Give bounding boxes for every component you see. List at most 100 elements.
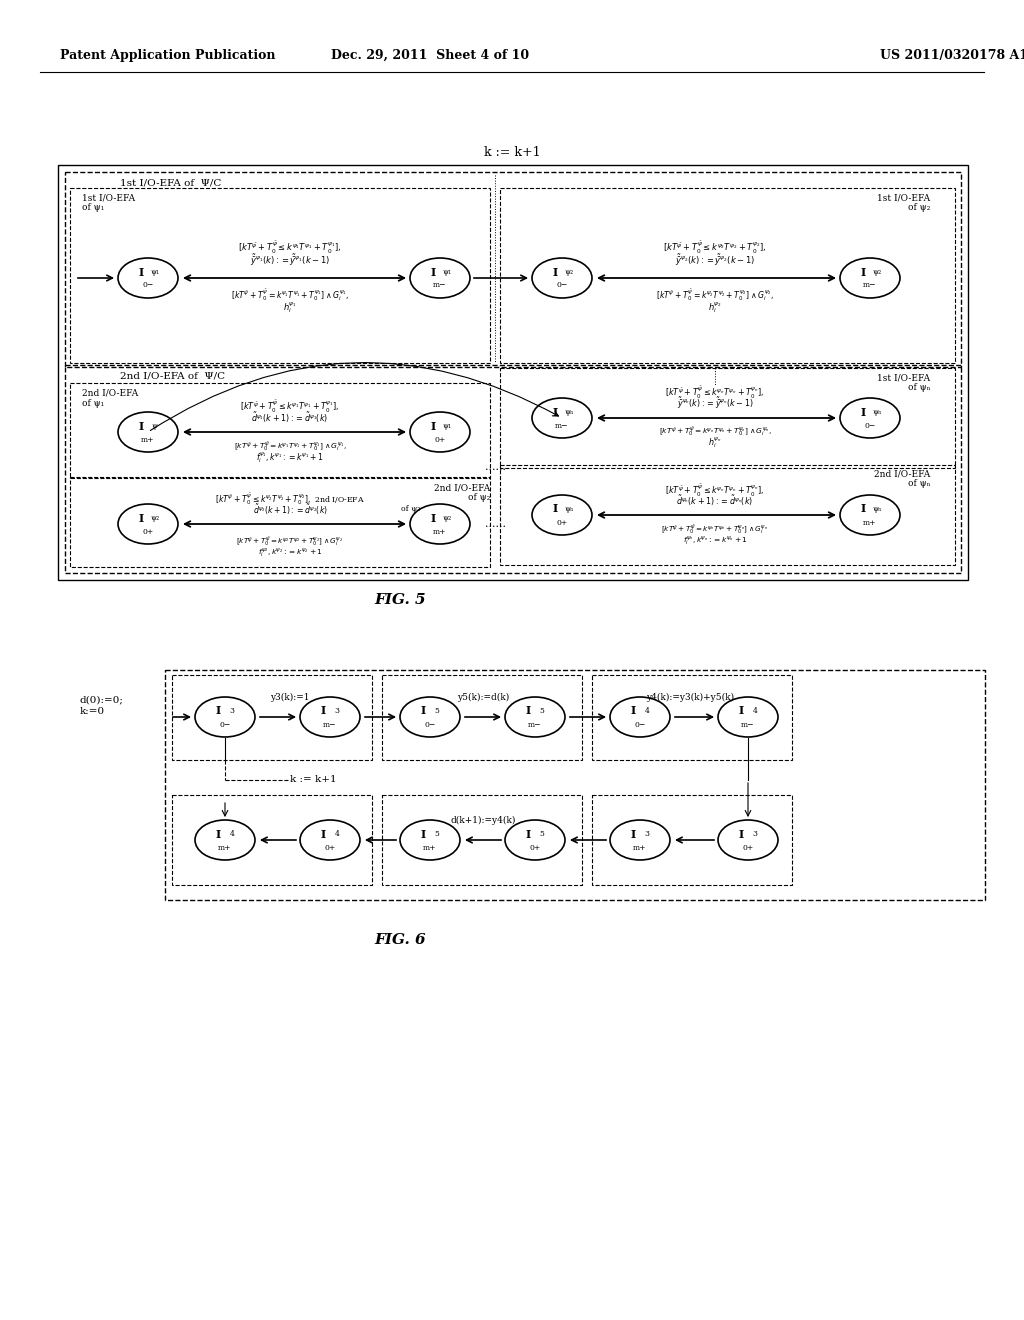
Text: $[kT^{\bar{\psi}}+T_0^{\bar{\psi}} = k^{\psi_1}T^{\psi_1}+T_0^{\psi_1}] \wedge G: $[kT^{\bar{\psi}}+T_0^{\bar{\psi}} = k^{… xyxy=(233,441,346,454)
Text: I: I xyxy=(138,421,143,432)
Text: $[kT^{\bar{\psi}}+T_0^{\bar{\psi}} \leq k^{\psi_2}T^{\psi_2}+T_0^{\psi_2}],$: $[kT^{\bar{\psi}}+T_0^{\bar{\psi}} \leq … xyxy=(664,240,767,256)
Text: I: I xyxy=(525,829,530,840)
Ellipse shape xyxy=(410,504,470,544)
Text: 0−: 0− xyxy=(142,281,154,289)
Text: I: I xyxy=(138,267,143,277)
Text: ψₙ: ψₙ xyxy=(872,408,882,416)
Text: ψ₂: ψ₂ xyxy=(151,513,160,521)
Ellipse shape xyxy=(532,495,592,535)
Text: m−: m− xyxy=(528,721,542,729)
Text: y5(k):=d(k): y5(k):=d(k) xyxy=(457,693,509,701)
Text: $[kT^{\bar{\psi}}+T_0^{\bar{\psi}} = k^{\psi_n}T^{\psi_n}+T_0^{\psi_n}] \wedge G: $[kT^{\bar{\psi}}+T_0^{\bar{\psi}} = k^{… xyxy=(662,524,769,536)
Text: $[kT^{\bar{\psi}}+T_0^{\bar{\psi}} \leq k^{\psi_2}T^{\psi_2}+T_0^{\psi_2}],$ 2nd: $[kT^{\bar{\psi}}+T_0^{\bar{\psi}} \leq … xyxy=(215,491,365,507)
Text: m−: m− xyxy=(741,721,755,729)
Ellipse shape xyxy=(610,820,670,861)
Text: ψₙ: ψₙ xyxy=(564,408,573,416)
Text: 0−: 0− xyxy=(424,721,435,729)
Text: d(0):=0;: d(0):=0; xyxy=(80,696,124,705)
Bar xyxy=(382,795,582,884)
Text: 4: 4 xyxy=(644,708,649,715)
Ellipse shape xyxy=(118,257,178,298)
Text: ψ₁: ψ₁ xyxy=(151,268,160,276)
Ellipse shape xyxy=(840,257,900,298)
Text: I: I xyxy=(552,407,558,417)
Text: ψ: ψ xyxy=(152,422,158,430)
Text: m+: m+ xyxy=(423,843,437,851)
Text: I: I xyxy=(138,512,143,524)
Text: $f_i^{\psi_n}, k^{\psi_n} := k^{\psi_n}+1$: $f_i^{\psi_n}, k^{\psi_n} := k^{\psi_n}+… xyxy=(683,535,748,548)
Text: $h_i^{\psi_2}$: $h_i^{\psi_2}$ xyxy=(708,301,722,315)
Ellipse shape xyxy=(505,697,565,737)
Text: I: I xyxy=(525,705,530,717)
Text: I: I xyxy=(321,829,326,840)
Text: of ψ₂: of ψ₂ xyxy=(907,203,930,213)
Text: of ψ₁: of ψ₁ xyxy=(82,203,104,213)
Ellipse shape xyxy=(610,697,670,737)
Text: FIG. 5: FIG. 5 xyxy=(374,593,426,607)
Ellipse shape xyxy=(410,257,470,298)
Text: I: I xyxy=(860,267,865,277)
Text: I: I xyxy=(738,705,743,717)
Text: $h_i^{\psi_1}$: $h_i^{\psi_1}$ xyxy=(283,301,297,315)
Text: 3: 3 xyxy=(753,830,758,838)
Text: ψ₂: ψ₂ xyxy=(442,513,452,521)
Text: $f_i^{\psi_2}, k^{\psi_2} := k^{\psi_2}+1$: $f_i^{\psi_2}, k^{\psi_2} := k^{\psi_2}+… xyxy=(258,546,323,560)
Ellipse shape xyxy=(118,412,178,451)
Text: m+: m+ xyxy=(433,528,446,536)
Text: y3(k):=1: y3(k):=1 xyxy=(270,693,309,701)
Bar xyxy=(65,172,961,367)
Ellipse shape xyxy=(718,697,778,737)
Text: 5: 5 xyxy=(434,708,439,715)
Ellipse shape xyxy=(410,412,470,451)
Text: of ψ₁: of ψ₁ xyxy=(82,399,104,408)
Text: 2nd I/O-EFA: 2nd I/O-EFA xyxy=(82,388,138,397)
Text: 0+: 0+ xyxy=(556,519,567,527)
Text: I: I xyxy=(421,705,426,717)
Ellipse shape xyxy=(532,399,592,438)
Text: Dec. 29, 2011  Sheet 4 of 10: Dec. 29, 2011 Sheet 4 of 10 xyxy=(331,49,529,62)
Text: 3: 3 xyxy=(229,708,234,715)
Text: 1st I/O-EFA: 1st I/O-EFA xyxy=(877,374,930,383)
Bar xyxy=(70,477,490,568)
Ellipse shape xyxy=(532,257,592,298)
Text: I: I xyxy=(430,267,435,277)
Text: m+: m+ xyxy=(633,843,647,851)
Text: ψₙ: ψₙ xyxy=(872,506,882,513)
Text: $\tilde{\bar{y}}^{\psi_1}(k):=\tilde{\bar{y}}^{\psi_1}(k-1)$: $\tilde{\bar{y}}^{\psi_1}(k):=\tilde{\ba… xyxy=(250,252,330,268)
Text: 3: 3 xyxy=(644,830,649,838)
Text: ψ₁: ψ₁ xyxy=(442,268,452,276)
Text: 0−: 0− xyxy=(219,721,230,729)
Bar xyxy=(382,675,582,760)
Text: m−: m− xyxy=(324,721,337,729)
Text: ......: ...... xyxy=(484,519,506,529)
Bar xyxy=(70,383,490,478)
Text: $f_i^{\psi_1}, k^{\psi_1} := k^{\psi_1}+1$: $f_i^{\psi_1}, k^{\psi_1} := k^{\psi_1}+… xyxy=(256,450,324,466)
Text: I: I xyxy=(430,512,435,524)
Text: $\tilde{d}^{\psi_2}(k+1):=\tilde{d}^{\psi_2}(k)$: $\tilde{d}^{\psi_2}(k+1):=\tilde{d}^{\ps… xyxy=(253,503,328,517)
Text: 1st I/O-EFA: 1st I/O-EFA xyxy=(877,194,930,202)
Text: I: I xyxy=(215,829,220,840)
Bar xyxy=(500,465,955,565)
Ellipse shape xyxy=(195,820,255,861)
Text: m+: m+ xyxy=(141,436,155,444)
Text: I: I xyxy=(860,407,865,417)
Text: $[kT^{\bar{\psi}}+T_0^{\bar{\psi}} \leq k^{\psi_1}T^{\psi_1}+T_0^{\psi_1}],$: $[kT^{\bar{\psi}}+T_0^{\bar{\psi}} \leq … xyxy=(239,240,342,256)
Ellipse shape xyxy=(300,820,360,861)
Text: d(k+1):=y4(k): d(k+1):=y4(k) xyxy=(451,816,516,825)
Text: 5: 5 xyxy=(434,830,439,838)
Text: 1st I/O-EFA of  Ψ/C: 1st I/O-EFA of Ψ/C xyxy=(120,178,221,187)
Text: 4: 4 xyxy=(753,708,758,715)
Text: 2nd I/O-EFA: 2nd I/O-EFA xyxy=(434,483,490,492)
Text: 3: 3 xyxy=(335,708,340,715)
Text: ψ₁: ψ₁ xyxy=(442,422,452,430)
Ellipse shape xyxy=(505,820,565,861)
Text: $h_i^{\psi_n}$: $h_i^{\psi_n}$ xyxy=(709,436,722,450)
Text: m+: m+ xyxy=(863,519,877,527)
Text: Patent Application Publication: Patent Application Publication xyxy=(60,49,275,62)
Text: k := k+1: k := k+1 xyxy=(483,145,541,158)
Text: I: I xyxy=(552,267,558,277)
Text: I: I xyxy=(321,705,326,717)
Bar xyxy=(172,675,372,760)
Text: 0+: 0+ xyxy=(325,843,336,851)
Text: $\tilde{\bar{y}}^{\psi_2}(k):=\tilde{\bar{y}}^{\psi_2}(k-1)$: $\tilde{\bar{y}}^{\psi_2}(k):=\tilde{\ba… xyxy=(675,252,755,268)
